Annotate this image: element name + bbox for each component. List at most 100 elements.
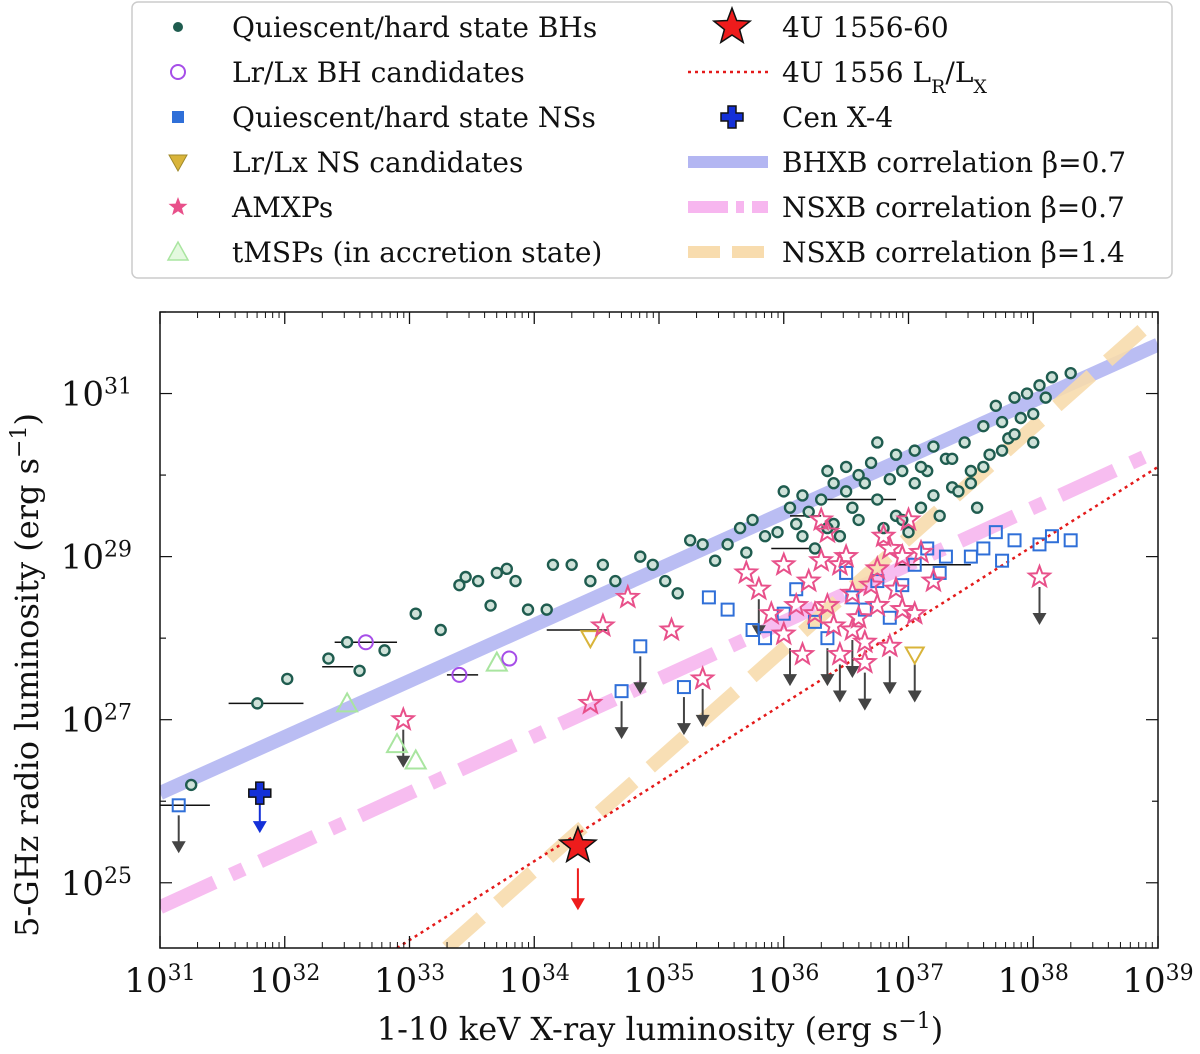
bh-cand-point-0: [357, 634, 374, 651]
bh-point-96: [1008, 428, 1021, 441]
amxp-point-2: [614, 583, 642, 609]
amxp-point-7: [745, 575, 773, 601]
x-tick-base: 10: [748, 961, 791, 1001]
y-tick-label-0: 1025: [61, 863, 132, 904]
amxp-point-16: [820, 612, 847, 638]
ns-cand-point-1: [904, 646, 926, 666]
bh-point-97: [1027, 436, 1040, 449]
upper-limit-11-head: [857, 698, 872, 711]
y-tick-base: 10: [61, 701, 104, 741]
plot-content: [160, 312, 1158, 948]
legend-box: [131, 1, 1173, 279]
bh-point-5: [353, 664, 366, 677]
bh-point-55: [977, 419, 990, 433]
bh-point-88: [827, 477, 840, 490]
bh-point-82: [1027, 407, 1040, 421]
ns-point-1: [633, 639, 648, 654]
bh-point-39: [814, 493, 828, 506]
bh-point-73: [777, 485, 790, 498]
bh-point-24: [646, 558, 659, 571]
bh-point-78: [908, 444, 921, 457]
bh-point-76: [864, 456, 878, 470]
legend-entry-5-marker: [166, 240, 190, 261]
ns-point-25: [1032, 537, 1047, 552]
tmsp-point-0: [335, 691, 359, 713]
bh-point-74: [821, 464, 834, 478]
correlation-line-1: [160, 444, 1158, 914]
ns-point-7: [758, 631, 773, 646]
bh-point-8: [434, 623, 447, 637]
bh-point-11: [471, 574, 485, 588]
upper-limit-1-head: [396, 755, 411, 768]
x-tick-label-8: 1039: [1122, 961, 1193, 1002]
amxp-point-0: [390, 705, 417, 731]
upper-limit-3-head: [633, 682, 648, 695]
legend-entry-7-label: 4U 1556 LR/LX: [782, 56, 987, 98]
amxp-point-34: [839, 616, 866, 642]
y-tick-base: 10: [61, 864, 104, 904]
bh-point-15: [509, 574, 522, 588]
cenx4-limit-head: [252, 821, 267, 834]
bh-point-79: [927, 440, 940, 453]
bh-point-20: [584, 574, 597, 588]
bh-point-1: [251, 697, 264, 710]
bh-point-12: [484, 599, 497, 612]
ns-cand-point-0: [579, 630, 602, 650]
amxp-point-40: [1026, 563, 1053, 589]
amxp-point-22: [857, 571, 885, 597]
amxp-point-20: [845, 603, 872, 630]
y-tick-base: 10: [61, 375, 104, 415]
bh-point-68: [852, 513, 865, 527]
x-tick-exp: 37: [916, 961, 944, 986]
legend-entry-7-text: 4U 1556 L: [782, 56, 931, 89]
correlation-line-3: [396, 465, 1158, 948]
amxp-point-41: [770, 550, 797, 577]
amxp-point-5: [689, 665, 716, 691]
bh-point-80: [964, 477, 978, 490]
legend-entry-11-text: NSXB correlation β=1.4: [782, 236, 1125, 269]
bh-point-91: [896, 464, 909, 478]
x-tick-label-6: 1037: [873, 961, 944, 1002]
upper-limit-0-head: [171, 841, 186, 854]
x-axis-label: 1-10 keV X-ray luminosity (erg s−1): [377, 1009, 944, 1049]
x-tick-base: 10: [249, 961, 292, 1001]
legend-entry-4-text: AMXPs: [231, 191, 333, 224]
amxp-point-6: [733, 559, 760, 585]
legend-entry-6-label: 4U 1556-60: [782, 11, 949, 44]
x-tick-base: 10: [998, 961, 1041, 1001]
amxp-point-17: [826, 640, 853, 666]
amxp-point-10: [783, 591, 810, 617]
amxp-point-24: [870, 522, 897, 548]
legend-entry-6-text: 4U 1556-60: [782, 11, 949, 44]
bh-point-59: [1008, 391, 1021, 404]
amxp-point-32: [814, 518, 841, 544]
legend-entry-7-sub2: X: [973, 76, 987, 98]
bh-point-47: [902, 525, 915, 539]
legend-entry-3-text: Lr/Lx NS candidates: [232, 146, 523, 179]
legend-entry-8-marker: [720, 105, 744, 129]
amxp-point-26: [882, 575, 910, 601]
ns-point-6: [745, 623, 760, 637]
bh-point-92: [914, 460, 928, 474]
plot-area: 1031 1032 1033 1034 1035 1036 1037 1038 10391025…: [61, 311, 1194, 1002]
amxp-point-30: [920, 567, 947, 593]
y-axis-label: 5-GHz radio luminosity (erg s−1): [7, 413, 47, 937]
bh-point-63: [952, 485, 965, 498]
bh-point-57: [989, 399, 1003, 412]
bh-point-62: [970, 501, 984, 514]
bh-point-56: [983, 448, 996, 461]
legend-entry-8-text: Cen X-4: [782, 101, 893, 134]
bh-point-72: [796, 530, 809, 543]
bh-point-60: [1014, 411, 1027, 425]
bh-point-94: [977, 460, 990, 474]
bh-point-9: [453, 578, 466, 592]
x-tick-base: 10: [873, 961, 916, 1001]
bh-point-34: [771, 525, 784, 539]
amxp-point-3: [589, 612, 617, 638]
x-tick-base: 10: [499, 961, 542, 1001]
x-tick-label-7: 1038: [998, 961, 1069, 1002]
legend-entry-2-label: Quiescent/hard state NSs: [232, 101, 596, 134]
legend-entry-2-text: Quiescent/hard state NSs: [232, 101, 596, 134]
legend-entry-10-text: NSXB correlation β=0.7: [782, 191, 1125, 224]
